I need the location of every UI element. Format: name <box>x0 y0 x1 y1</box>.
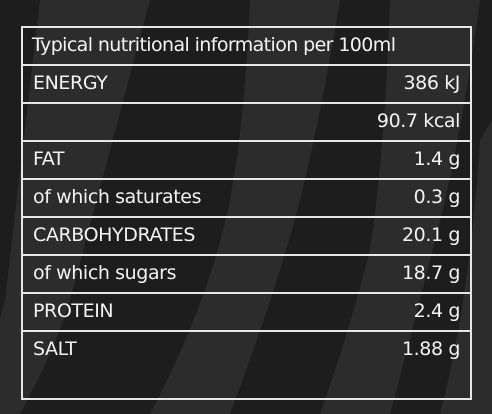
nutrient-value: 1.4 g <box>413 148 461 170</box>
table-row: of which saturates 0.3 g <box>23 180 470 218</box>
nutrient-name: SALT <box>33 338 77 360</box>
nutrient-value: 1.88 g <box>401 338 460 360</box>
table-row: ENERGY 386 kJ <box>23 66 470 104</box>
nutrient-value: 0.3 g <box>413 186 461 208</box>
table-row: SALT 1.88 g <box>23 332 470 370</box>
nutrient-name: PROTEIN <box>33 300 114 322</box>
nutrient-name: CARBOHYDRATES <box>33 224 196 246</box>
nutrient-value: 90.7 kcal <box>376 110 461 132</box>
nutrient-name: of which saturates <box>33 186 202 208</box>
table-header-row: Typical nutritional information per 100m… <box>23 28 470 66</box>
table-row: 90.7 kcal <box>23 104 470 142</box>
nutrient-value: 386 kJ <box>403 72 460 94</box>
table-row: CARBOHYDRATES 20.1 g <box>23 218 470 256</box>
table-row: of which sugars 18.7 g <box>23 256 470 294</box>
nutrient-name: FAT <box>33 148 65 170</box>
nutrient-value: 20.1 g <box>401 224 460 246</box>
table-row: FAT 1.4 g <box>23 142 470 180</box>
nutrient-name: ENERGY <box>33 72 108 94</box>
nutrient-value: 2.4 g <box>413 300 461 322</box>
nutrient-name: of which sugars <box>33 262 177 284</box>
table-header-title: Typical nutritional information per 100m… <box>32 34 396 56</box>
table-row: PROTEIN 2.4 g <box>23 294 470 332</box>
nutrition-table: Typical nutritional information per 100m… <box>21 26 472 400</box>
nutrient-value: 18.7 g <box>401 262 460 284</box>
